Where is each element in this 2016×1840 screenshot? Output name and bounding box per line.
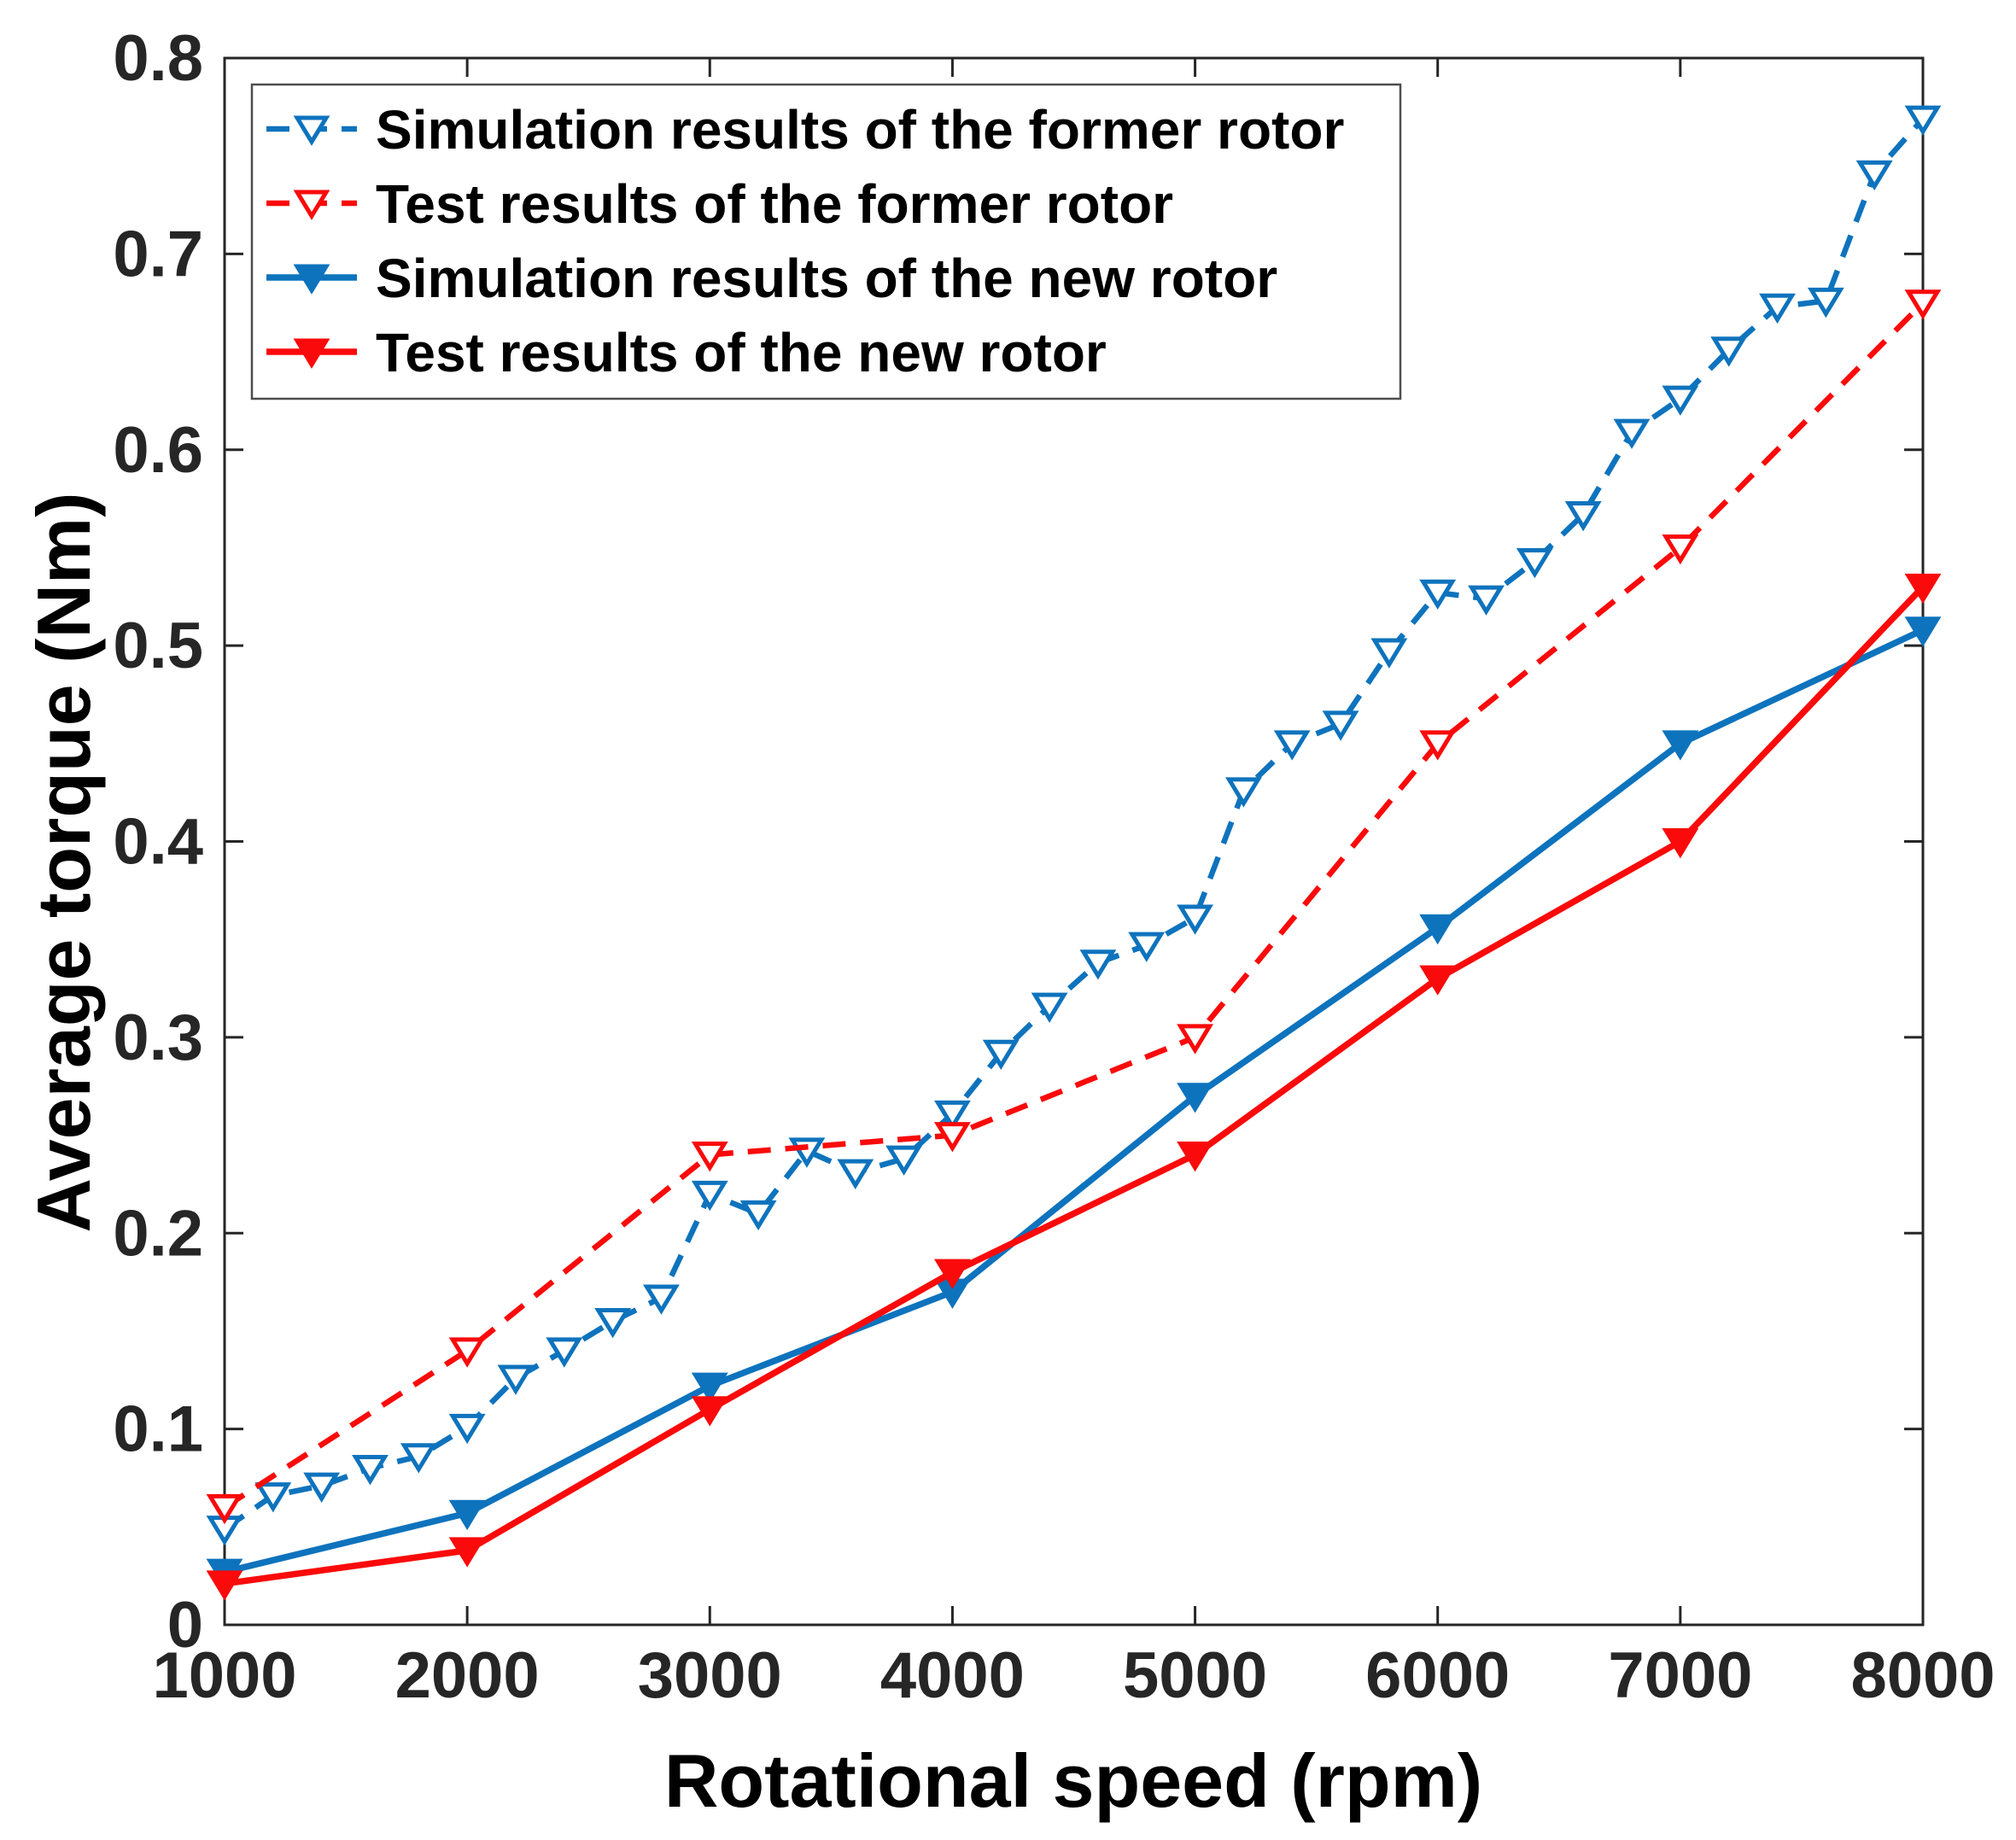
data-point-marker xyxy=(254,1482,292,1513)
data-point-marker xyxy=(1904,105,1942,136)
data-point-marker xyxy=(885,1145,923,1176)
x-tick-label: 5000 xyxy=(1123,1639,1267,1712)
data-point-marker xyxy=(448,1499,486,1531)
x-tick-label: 4000 xyxy=(880,1639,1025,1712)
data-point-marker xyxy=(643,1284,680,1315)
series-line-simulation-results-of-the-new-rotor xyxy=(224,627,1925,1575)
data-point-marker xyxy=(1079,949,1117,980)
y-axis-label: Average torque (Nm) xyxy=(21,492,106,1233)
data-point-marker xyxy=(594,1307,632,1339)
data-point-marker xyxy=(1419,965,1457,996)
data-point-marker xyxy=(1177,904,1214,935)
y-tick-label: 0.3 xyxy=(113,1002,203,1074)
y-tick-label: 0.8 xyxy=(113,22,203,95)
data-point-marker xyxy=(933,1259,971,1289)
legend-label: Test results of the new rotor xyxy=(376,322,1107,383)
data-point-marker xyxy=(448,1413,486,1445)
legend-marker xyxy=(293,338,330,369)
data-point-marker xyxy=(1662,534,1699,565)
data-point-marker xyxy=(933,1100,971,1131)
data-point-marker xyxy=(933,1122,971,1153)
data-point-marker xyxy=(1177,1083,1214,1113)
data-point-marker xyxy=(400,1443,437,1474)
data-point-marker xyxy=(1855,160,1893,191)
data-point-marker xyxy=(1516,547,1553,579)
y-tick-label: 0.1 xyxy=(113,1393,203,1466)
data-point-marker xyxy=(206,1493,243,1525)
data-point-marker xyxy=(1177,1024,1214,1054)
x-axis-label: Rotational speed (rpm) xyxy=(663,1738,1483,1823)
y-tick-label: 0.7 xyxy=(113,218,203,290)
y-tick-label: 0.2 xyxy=(113,1197,203,1270)
data-point-marker xyxy=(1662,385,1699,416)
data-point-marker xyxy=(837,1159,874,1189)
data-point-marker xyxy=(1710,336,1748,367)
x-tick-label: 2000 xyxy=(395,1639,540,1712)
legend-marker xyxy=(293,190,330,220)
data-point-marker xyxy=(1613,418,1651,449)
x-tick-label: 7000 xyxy=(1608,1639,1752,1712)
data-point-marker xyxy=(1807,287,1844,318)
data-point-marker xyxy=(1662,828,1699,859)
data-point-marker xyxy=(691,1142,728,1172)
data-point-marker xyxy=(1904,289,1942,320)
data-point-marker xyxy=(1273,730,1311,761)
legend-marker xyxy=(293,264,330,295)
data-point-marker xyxy=(1224,777,1262,808)
legend-label: Test results of the former rotor xyxy=(376,173,1173,235)
series-line-test-results-of-the-new-rotor xyxy=(224,584,1925,1587)
data-point-marker xyxy=(1904,573,1942,605)
data-point-marker xyxy=(1759,293,1796,324)
legend-marker xyxy=(293,115,330,146)
data-point-marker xyxy=(1662,730,1699,761)
data-point-marker xyxy=(352,1455,389,1486)
series-line-test-results-of-the-former-rotor xyxy=(223,301,1925,1510)
data-point-marker xyxy=(448,1537,486,1568)
legend-label: Simulation results of the former rotor xyxy=(376,99,1344,161)
data-point-marker xyxy=(497,1364,535,1395)
x-tick-label: 8000 xyxy=(1850,1639,1995,1712)
data-point-marker xyxy=(1564,500,1602,532)
data-point-marker xyxy=(448,1337,486,1368)
x-tick-label: 3000 xyxy=(638,1639,782,1712)
y-tick-label: 0 xyxy=(167,1589,203,1662)
data-point-marker xyxy=(1031,992,1068,1023)
y-tick-label: 0.6 xyxy=(113,414,203,487)
data-point-marker xyxy=(691,1180,728,1212)
data-point-marker xyxy=(739,1200,777,1231)
data-point-marker xyxy=(691,1372,728,1403)
data-point-marker xyxy=(206,1570,243,1601)
data-point-marker xyxy=(982,1039,1020,1071)
data-point-marker xyxy=(546,1337,583,1368)
y-tick-label: 0.5 xyxy=(113,610,203,682)
data-point-marker xyxy=(1128,932,1166,962)
legend-label: Simulation results of the new rotor xyxy=(376,248,1277,309)
data-point-marker xyxy=(1177,1142,1214,1172)
data-point-marker xyxy=(1904,616,1942,647)
data-point-marker xyxy=(1370,638,1408,669)
x-tick-label: 6000 xyxy=(1365,1639,1510,1712)
data-point-marker xyxy=(1419,579,1457,610)
data-point-marker xyxy=(1419,914,1457,945)
data-point-marker xyxy=(303,1472,341,1503)
legend-box xyxy=(250,83,1402,400)
y-tick-label: 0.4 xyxy=(113,806,203,879)
data-point-marker xyxy=(691,1396,728,1427)
data-point-marker xyxy=(1419,730,1457,761)
data-point-marker xyxy=(1468,585,1505,616)
data-point-marker xyxy=(1322,710,1359,741)
x-tick-label: 1000 xyxy=(152,1639,296,1712)
